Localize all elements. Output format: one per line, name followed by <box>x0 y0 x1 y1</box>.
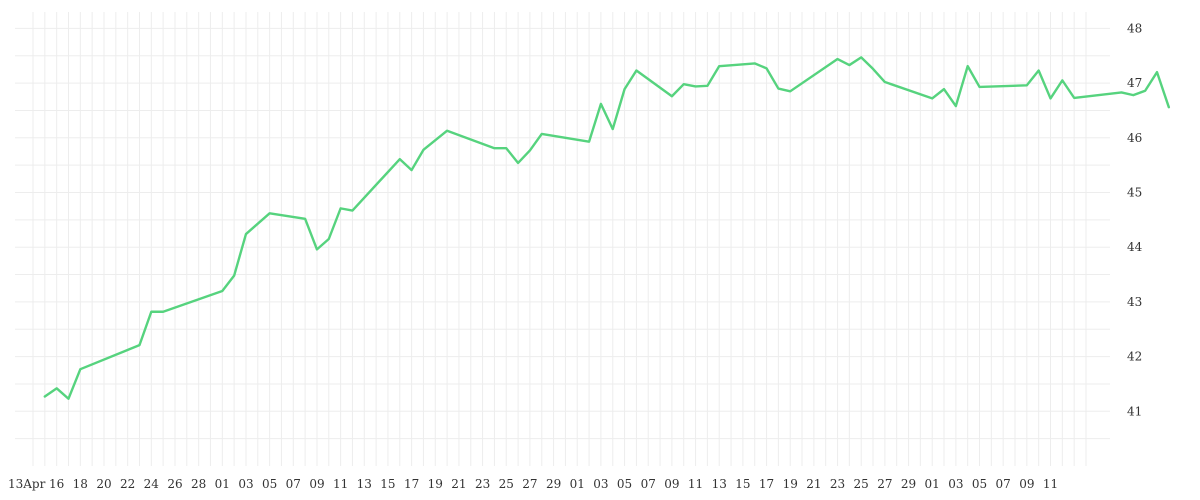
x-tick-label: 03 <box>593 477 608 491</box>
x-tick-label: 27 <box>522 477 537 491</box>
x-tick-label: 21 <box>806 477 821 491</box>
series-layer <box>43 56 1171 400</box>
x-tick-label: 11 <box>333 477 348 491</box>
x-tick-label: 07 <box>286 477 301 491</box>
y-axis-ticks: 41 42 43 44 45 46 47 48 <box>1127 21 1143 418</box>
x-tick-label: 21 <box>451 477 466 491</box>
horizontal-grid <box>15 27 1110 440</box>
x-tick-label: 07 <box>996 477 1011 491</box>
y-tick-label: 42 <box>1127 350 1142 364</box>
x-tick-label: 11 <box>688 477 703 491</box>
x-tick-label: 01 <box>215 477 230 491</box>
x-tick-label: 26 <box>167 477 182 491</box>
x-tick-label: 25 <box>854 477 869 491</box>
x-tick-label: 22 <box>120 477 135 491</box>
x-tick-label: 15 <box>380 477 395 491</box>
x-tick-label: 11 <box>1043 477 1058 491</box>
x-tick-label: 19 <box>428 477 443 491</box>
x-tick-label: 09 <box>664 477 679 491</box>
series-line <box>43 56 1171 400</box>
x-tick-label: 27 <box>877 477 892 491</box>
x-tick-label: 18 <box>73 477 88 491</box>
x-tick-label: 09 <box>1019 477 1034 491</box>
x-tick-label: 13 <box>357 477 372 491</box>
x-axis-ticks: 13Apr 16 18 20 22 24 26 28 01 03 05 07 09 11 13 15 17 19 2… <box>8 477 1058 491</box>
y-tick-label: 46 <box>1127 131 1142 145</box>
x-tick-label: 05 <box>972 477 987 491</box>
x-tick-label: 09 <box>309 477 324 491</box>
x-tick-label: 13Apr <box>8 477 46 491</box>
x-tick-label: 16 <box>49 477 64 491</box>
vertical-grid <box>32 12 1087 466</box>
x-tick-label: 23 <box>830 477 845 491</box>
y-tick-label: 45 <box>1127 186 1142 200</box>
x-tick-label: 07 <box>641 477 656 491</box>
x-tick-label: 01 <box>570 477 585 491</box>
y-tick-label: 48 <box>1127 21 1142 35</box>
x-tick-label: 17 <box>759 477 774 491</box>
x-tick-label: 25 <box>499 477 514 491</box>
x-tick-label: 01 <box>925 477 940 491</box>
x-tick-label: 28 <box>191 477 206 491</box>
y-tick-label: 43 <box>1127 295 1142 309</box>
x-tick-label: 29 <box>901 477 916 491</box>
x-tick-label: 20 <box>96 477 111 491</box>
x-tick-label: 24 <box>144 477 160 491</box>
x-tick-label: 03 <box>238 477 253 491</box>
x-tick-label: 17 <box>404 477 419 491</box>
x-tick-label: 23 <box>475 477 490 491</box>
x-tick-label: 29 <box>546 477 561 491</box>
y-tick-label: 47 <box>1127 76 1142 90</box>
x-tick-label: 05 <box>262 477 277 491</box>
x-tick-label: 15 <box>735 477 750 491</box>
x-tick-label: 05 <box>617 477 632 491</box>
y-tick-label: 44 <box>1127 240 1143 254</box>
y-tick-label: 41 <box>1127 404 1142 418</box>
x-tick-label: 03 <box>948 477 963 491</box>
x-tick-label: 19 <box>783 477 798 491</box>
x-tick-label: 13 <box>712 477 727 491</box>
